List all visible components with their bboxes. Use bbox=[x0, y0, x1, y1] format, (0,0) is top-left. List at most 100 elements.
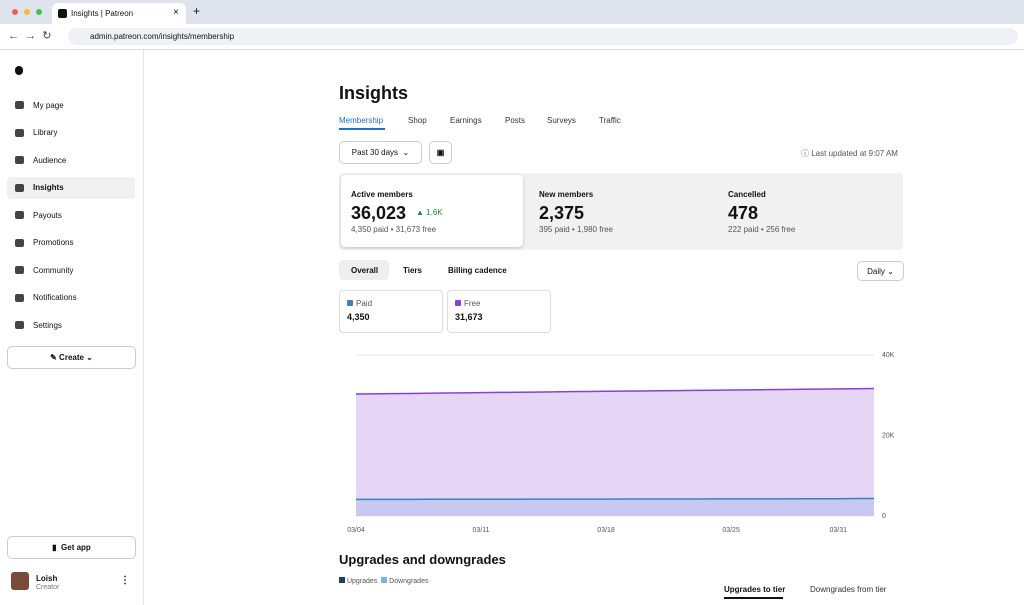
tab[interactable]: Posts bbox=[505, 116, 526, 125]
nav-icon bbox=[15, 101, 24, 109]
section-title: Upgrades and downgrades bbox=[339, 552, 506, 567]
nav-icon bbox=[15, 183, 24, 192]
view-selected bbox=[339, 260, 389, 280]
browser-tab[interactable]: Insights | Patreon × bbox=[52, 3, 186, 24]
sidebar bbox=[0, 50, 144, 605]
y-tick-label: 20K bbox=[882, 432, 895, 439]
nav-icon bbox=[15, 211, 24, 219]
y-tick-label: 0 bbox=[882, 513, 886, 520]
total-value: 4,350 bbox=[347, 312, 370, 322]
interval-label: Daily bbox=[867, 266, 885, 276]
nav-icon bbox=[15, 156, 24, 164]
section-legend: Upgrades Downgrades bbox=[339, 577, 428, 585]
nav-icon bbox=[15, 128, 24, 137]
area bbox=[356, 498, 874, 516]
nav-label: Community bbox=[33, 265, 74, 275]
interval-select[interactable]: Daily ⌄ bbox=[857, 261, 904, 281]
legend-label: Free bbox=[464, 299, 481, 308]
stat-change-value: 1.6K bbox=[426, 208, 443, 217]
stat-label: Cancelled bbox=[728, 190, 766, 199]
nav-label: Payouts bbox=[33, 210, 62, 220]
detail: 4,350 paid bbox=[351, 225, 389, 234]
user-role: Creator bbox=[36, 584, 60, 591]
x-tick-label: 03/04 bbox=[347, 527, 365, 534]
get-app-button[interactable]: ▮ Get app bbox=[7, 536, 136, 559]
nav-item[interactable]: Community bbox=[7, 259, 135, 281]
stat-value: 478 bbox=[728, 203, 759, 223]
x-tick-label: 03/25 bbox=[722, 527, 740, 534]
nav-label: Audience bbox=[33, 155, 67, 165]
stat-detail: 222 paid • 256 free bbox=[728, 225, 796, 234]
last-updated-text: Last updated at 9:07 AM bbox=[811, 149, 898, 158]
detail: 256 free bbox=[765, 225, 796, 234]
nav-item[interactable]: Audience bbox=[7, 149, 135, 171]
tab[interactable]: Shop bbox=[408, 116, 427, 125]
area bbox=[356, 388, 874, 516]
nav-item[interactable]: Library bbox=[7, 122, 135, 144]
avatar bbox=[11, 572, 29, 590]
stat-card[interactable]: New members 2,375 395 paid • 1,980 free bbox=[529, 175, 711, 247]
section-tab-underline bbox=[724, 597, 783, 599]
tab-strip: Insights | Patreon × + bbox=[0, 0, 1024, 24]
menu-icon[interactable]: ⋮ bbox=[120, 575, 130, 586]
view-tab[interactable]: Billing cadence bbox=[448, 266, 507, 275]
nav-item[interactable]: Payouts bbox=[7, 204, 135, 226]
nav-item[interactable]: Notifications bbox=[7, 287, 135, 309]
create-button[interactable]: ✎ Create ⌄ bbox=[7, 346, 136, 369]
stat-detail: 4,350 paid • 31,673 free bbox=[351, 225, 437, 234]
stat-value: 2,375 bbox=[539, 203, 585, 223]
tab-underline bbox=[339, 128, 385, 130]
total-card: Paid 4,350 bbox=[339, 290, 443, 333]
detail: 395 paid bbox=[539, 225, 570, 234]
detail: 1,980 free bbox=[576, 225, 613, 234]
x-tick-label: 03/31 bbox=[830, 527, 848, 534]
stat-change: ▲ 1.6K bbox=[416, 208, 443, 217]
tab[interactable]: Earnings bbox=[450, 116, 482, 125]
line bbox=[355, 497, 875, 501]
export-button[interactable]: ▣ bbox=[429, 141, 452, 164]
total-card: Free 31,673 bbox=[447, 290, 551, 333]
stat-label: New members bbox=[539, 190, 594, 199]
nav-label: Insights bbox=[33, 183, 64, 192]
section-tab[interactable]: Upgrades to tier bbox=[724, 585, 786, 594]
nav-icon bbox=[15, 321, 24, 329]
x-tick-label: 03/11 bbox=[473, 527, 490, 534]
total-value: 31,673 bbox=[455, 312, 483, 322]
legend-label: Downgrades bbox=[389, 578, 429, 585]
period-label: Past 30 days bbox=[351, 148, 399, 157]
detail: 31,673 free bbox=[395, 225, 437, 234]
last-updated: ⓘ Last updated at 9:07 AM bbox=[801, 149, 898, 158]
stat-card[interactable]: Cancelled 478 222 paid • 256 free bbox=[718, 175, 900, 247]
nav-icon bbox=[15, 293, 24, 302]
x-tick-label: 03/18 bbox=[597, 527, 615, 534]
nav-label: Settings bbox=[33, 320, 62, 330]
detail: 222 paid bbox=[728, 225, 759, 234]
nav-item[interactable]: Insights bbox=[7, 176, 135, 199]
stat-card[interactable]: Active members 36,023 ▲ 1.6K 4,350 paid … bbox=[341, 175, 523, 247]
nav-item[interactable]: My page bbox=[7, 94, 135, 116]
tab[interactable]: Traffic bbox=[599, 116, 621, 125]
period-select[interactable]: Past 30 days ⌄ bbox=[339, 141, 422, 164]
section-tab[interactable]: Downgrades from tier bbox=[810, 585, 887, 594]
legend-label: Upgrades bbox=[346, 578, 378, 585]
address-bar: ← → ↻ admin.patreon.com/insights/members… bbox=[0, 24, 1024, 50]
view-tab[interactable]: Overall bbox=[351, 266, 379, 275]
view-tab[interactable]: Tiers bbox=[403, 266, 422, 275]
nav-item[interactable]: Settings bbox=[7, 314, 135, 336]
tab[interactable]: Surveys bbox=[547, 116, 576, 125]
stat-value: 36,023 bbox=[351, 203, 407, 223]
tab[interactable]: Membership bbox=[339, 116, 384, 125]
tab-title: Insights | Patreon bbox=[71, 9, 134, 18]
nav-icon bbox=[15, 238, 24, 247]
page-title: Insights bbox=[339, 83, 409, 103]
nav-icon bbox=[15, 266, 24, 274]
line bbox=[355, 387, 875, 395]
nav-item[interactable]: Promotions bbox=[7, 232, 135, 254]
url[interactable]: admin.patreon.com/insights/membership bbox=[90, 32, 235, 41]
nav-label: Promotions bbox=[33, 238, 74, 247]
stat-label: Active members bbox=[351, 190, 413, 199]
nav-label: Notifications bbox=[33, 293, 77, 302]
create-label: Create bbox=[59, 353, 84, 362]
legend-label: Paid bbox=[356, 299, 373, 308]
